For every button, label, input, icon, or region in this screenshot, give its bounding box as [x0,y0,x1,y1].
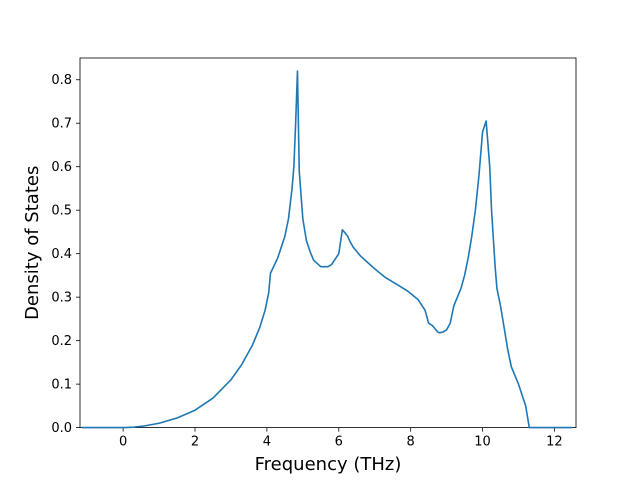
y-tick-label: 0.8 [51,73,72,88]
y-tick-label: 0.5 [51,204,72,219]
y-tick-label: 0.0 [51,421,72,436]
y-tick-label: 0.4 [51,247,72,262]
dos-line [81,70,573,429]
x-axis-label: Frequency (THz) [255,454,402,475]
y-tick-label: 0.6 [51,160,72,175]
y-axis-label: Density of States [22,166,43,320]
plot-frame [79,57,577,429]
y-tick-label: 0.3 [51,291,72,306]
y-tick-label: 0.1 [51,378,72,393]
y-axis-ticks: 0.0 0.1 0.2 0.3 0.4 0.5 0.6 0.7 0.8 [51,73,80,436]
y-tick-label: 0.7 [51,117,72,132]
x-axis-ticks: 0 2 4 6 8 10 12 [119,427,563,450]
x-tick-label: 6 [335,435,343,450]
x-tick-label: 2 [191,435,199,450]
y-tick-label: 0.2 [51,334,72,349]
x-tick-label: 8 [407,435,415,450]
x-tick-label: 12 [546,435,563,450]
x-tick-label: 0 [119,435,127,450]
x-tick-label: 4 [263,435,271,450]
x-tick-label: 10 [474,435,491,450]
